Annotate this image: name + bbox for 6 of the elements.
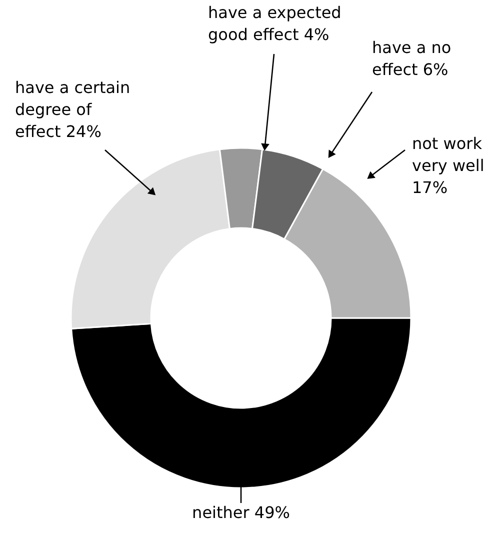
slice-label: have a expected good effect 4% (208, 3, 342, 44)
slice-label: have a no effect 6% (372, 38, 452, 79)
slice-label: have a certain degree of effect 24% (15, 78, 130, 141)
data-label: 17% (412, 178, 448, 197)
slice-label: neither 49% (192, 503, 290, 522)
slice-label: not work very well (412, 134, 484, 175)
